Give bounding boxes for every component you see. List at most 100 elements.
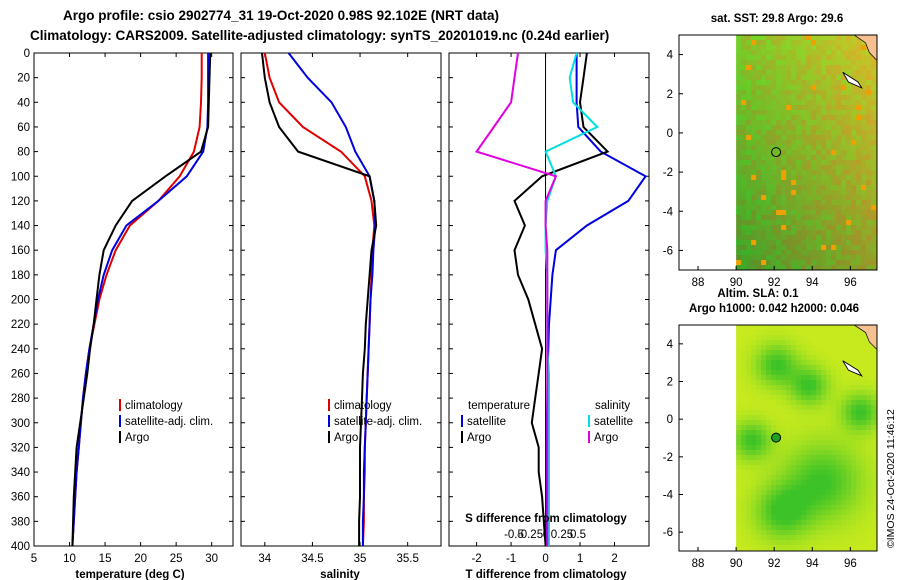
map-cell [866, 495, 872, 501]
map-cell [856, 520, 862, 526]
map-cell [801, 105, 807, 111]
map-cell [781, 530, 787, 536]
map-cell [766, 370, 772, 376]
map-cell [741, 400, 747, 406]
sla-map-subtitle: Argo h1000: 0.042 h2000: 0.046 [689, 303, 859, 315]
map-cell [831, 225, 837, 231]
map-cell [841, 185, 847, 191]
map-cell [861, 500, 867, 506]
map-cell [816, 335, 822, 341]
map-cell [836, 155, 842, 161]
map-cell [736, 180, 742, 186]
map-cell [846, 40, 852, 46]
map-cell [836, 100, 842, 106]
map-cell [826, 205, 832, 211]
map-cell [806, 150, 812, 156]
map-cell [791, 455, 797, 461]
map-cell [831, 415, 837, 421]
map-cell [801, 515, 807, 521]
map-cell [801, 435, 807, 441]
map-cell [861, 415, 867, 421]
map-cell [791, 185, 797, 191]
map-cell [821, 245, 827, 251]
map-cell [786, 60, 792, 66]
map-cell [751, 240, 757, 246]
map-cell [836, 210, 842, 216]
map-cell [776, 90, 782, 96]
map-cell [776, 325, 782, 331]
map-cell [821, 100, 827, 106]
map-cell [826, 340, 832, 346]
map-cell [756, 200, 762, 206]
map-cell [831, 450, 837, 456]
map-cell [846, 380, 852, 386]
map-cell [831, 255, 837, 261]
map-cell [821, 435, 827, 441]
map-cell [821, 195, 827, 201]
map-cell [831, 125, 837, 131]
map-cell [796, 420, 802, 426]
map-cell [751, 70, 757, 76]
map-cell [856, 160, 862, 166]
map-cell [811, 215, 817, 221]
map-cell [766, 155, 772, 161]
map-cell [856, 55, 862, 61]
map-cell [751, 75, 757, 81]
map-cell [796, 35, 802, 41]
map-cell [781, 500, 787, 506]
map-cell [846, 170, 852, 176]
map-cell [826, 370, 832, 376]
map-cell [766, 260, 772, 266]
map-cell [821, 460, 827, 466]
map-cell [796, 335, 802, 341]
map-y-tick-label: -4 [663, 206, 674, 218]
map-cell [796, 205, 802, 211]
map-cell [841, 345, 847, 351]
map-cell [786, 390, 792, 396]
map-cell [816, 380, 822, 386]
map-cell [761, 105, 767, 111]
t-difference-axis-label: T difference from climatology [465, 569, 627, 580]
map-cell [751, 520, 757, 526]
map-cell [801, 215, 807, 221]
map-cell [796, 225, 802, 231]
map-cell [781, 395, 787, 401]
map-cell [826, 400, 832, 406]
map-cell [801, 425, 807, 431]
map-cell [811, 430, 817, 436]
map-cell [856, 390, 862, 396]
map-cell [871, 385, 877, 391]
map-cell [771, 345, 777, 351]
map-cell [801, 415, 807, 421]
map-cell [776, 70, 782, 76]
map-cell [821, 60, 827, 66]
map-cell [846, 70, 852, 76]
map-cell [826, 445, 832, 451]
map-cell [826, 220, 832, 226]
series-line-climatology [71, 53, 203, 546]
map-cell [831, 430, 837, 436]
map-cell [826, 420, 832, 426]
map-cell [821, 145, 827, 151]
map-cell [801, 260, 807, 266]
map-cell [736, 135, 742, 141]
map-cell [806, 245, 812, 251]
legend-label-satellite: satellite-adj. clim. [125, 416, 213, 428]
map-cell [826, 225, 832, 231]
map-cell [766, 515, 772, 521]
map-cell [756, 420, 762, 426]
map-cell [831, 65, 837, 71]
map-cell [736, 60, 742, 66]
map-cell [786, 65, 792, 71]
map-cell [866, 265, 872, 270]
map-cell [841, 215, 847, 221]
map-cell [746, 335, 752, 341]
map-cell [741, 460, 747, 466]
map-cell [831, 80, 837, 86]
map-cell [841, 365, 847, 371]
map-cell [841, 335, 847, 341]
map-cell [776, 405, 782, 411]
map-cell [766, 110, 772, 116]
map-cell [831, 200, 837, 206]
map-cell [756, 220, 762, 226]
